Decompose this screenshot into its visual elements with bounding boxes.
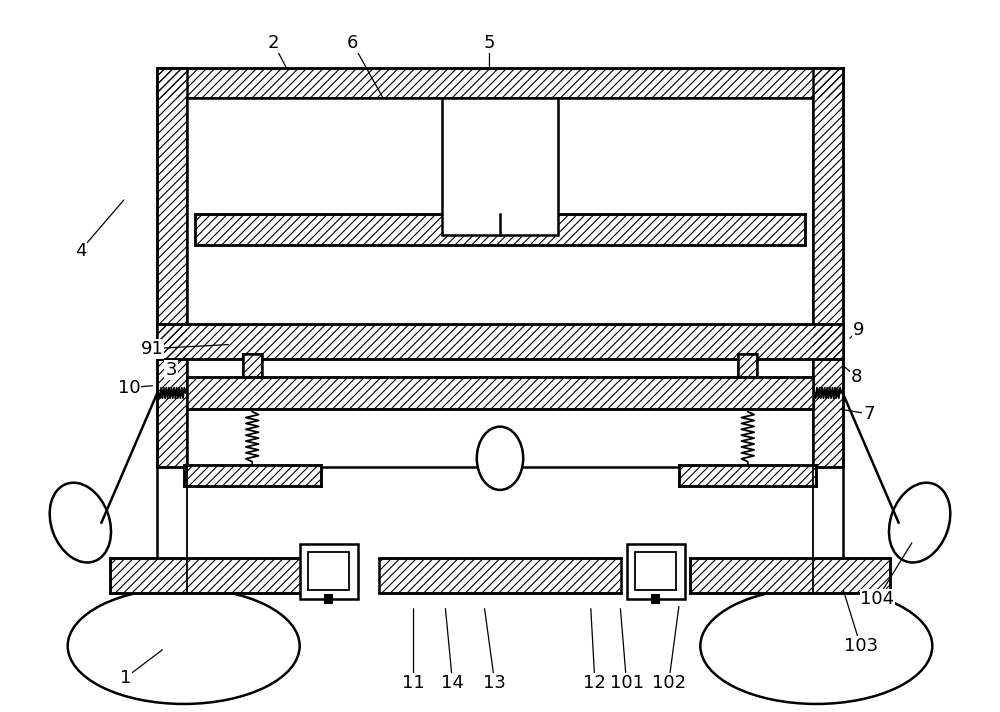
Ellipse shape [50, 483, 111, 562]
Text: 13: 13 [483, 674, 506, 692]
Bar [157, 325, 843, 359]
Ellipse shape [68, 588, 300, 704]
Text: 14: 14 [441, 674, 464, 692]
Text: 5: 5 [484, 34, 495, 52]
Bar [324, 595, 332, 603]
Bar [157, 68, 843, 98]
Bar [110, 558, 310, 593]
Bar [195, 214, 805, 246]
Bar [110, 558, 310, 593]
Text: 102: 102 [652, 674, 686, 692]
Bar [243, 354, 262, 377]
Bar [379, 558, 621, 593]
Text: 7: 7 [863, 405, 875, 423]
Bar [187, 377, 813, 409]
Bar [157, 68, 187, 466]
Text: 1: 1 [120, 669, 131, 686]
Bar [813, 68, 843, 466]
Bar [157, 68, 187, 466]
Bar [651, 595, 659, 603]
Bar [679, 465, 816, 486]
Bar [738, 354, 757, 377]
Bar [679, 465, 816, 486]
Text: 10: 10 [118, 379, 140, 397]
Text: 2: 2 [268, 34, 279, 52]
Text: 12: 12 [583, 674, 606, 692]
Text: 91: 91 [141, 340, 163, 357]
Bar [379, 558, 621, 593]
Bar [157, 68, 843, 98]
Text: 4: 4 [75, 241, 86, 260]
Bar [690, 558, 890, 593]
Bar [300, 544, 358, 599]
Bar [627, 544, 685, 599]
Text: 103: 103 [844, 637, 878, 655]
Ellipse shape [889, 483, 950, 562]
Ellipse shape [477, 426, 523, 490]
Bar [195, 214, 805, 246]
Bar [187, 377, 813, 409]
Text: 101: 101 [610, 674, 644, 692]
Text: 3: 3 [165, 361, 177, 379]
Ellipse shape [700, 588, 932, 704]
Bar [243, 354, 262, 377]
Bar [184, 465, 321, 486]
Text: 8: 8 [851, 368, 862, 386]
Bar [635, 552, 676, 590]
Bar [813, 68, 843, 466]
Bar [157, 325, 843, 359]
Bar [690, 558, 890, 593]
Text: 11: 11 [402, 674, 425, 692]
Bar [184, 465, 321, 486]
Text: 104: 104 [860, 590, 895, 607]
Text: 6: 6 [347, 34, 358, 52]
Text: 9: 9 [853, 320, 864, 339]
Bar [308, 552, 349, 590]
Bar [738, 354, 757, 377]
Bar [442, 98, 558, 235]
